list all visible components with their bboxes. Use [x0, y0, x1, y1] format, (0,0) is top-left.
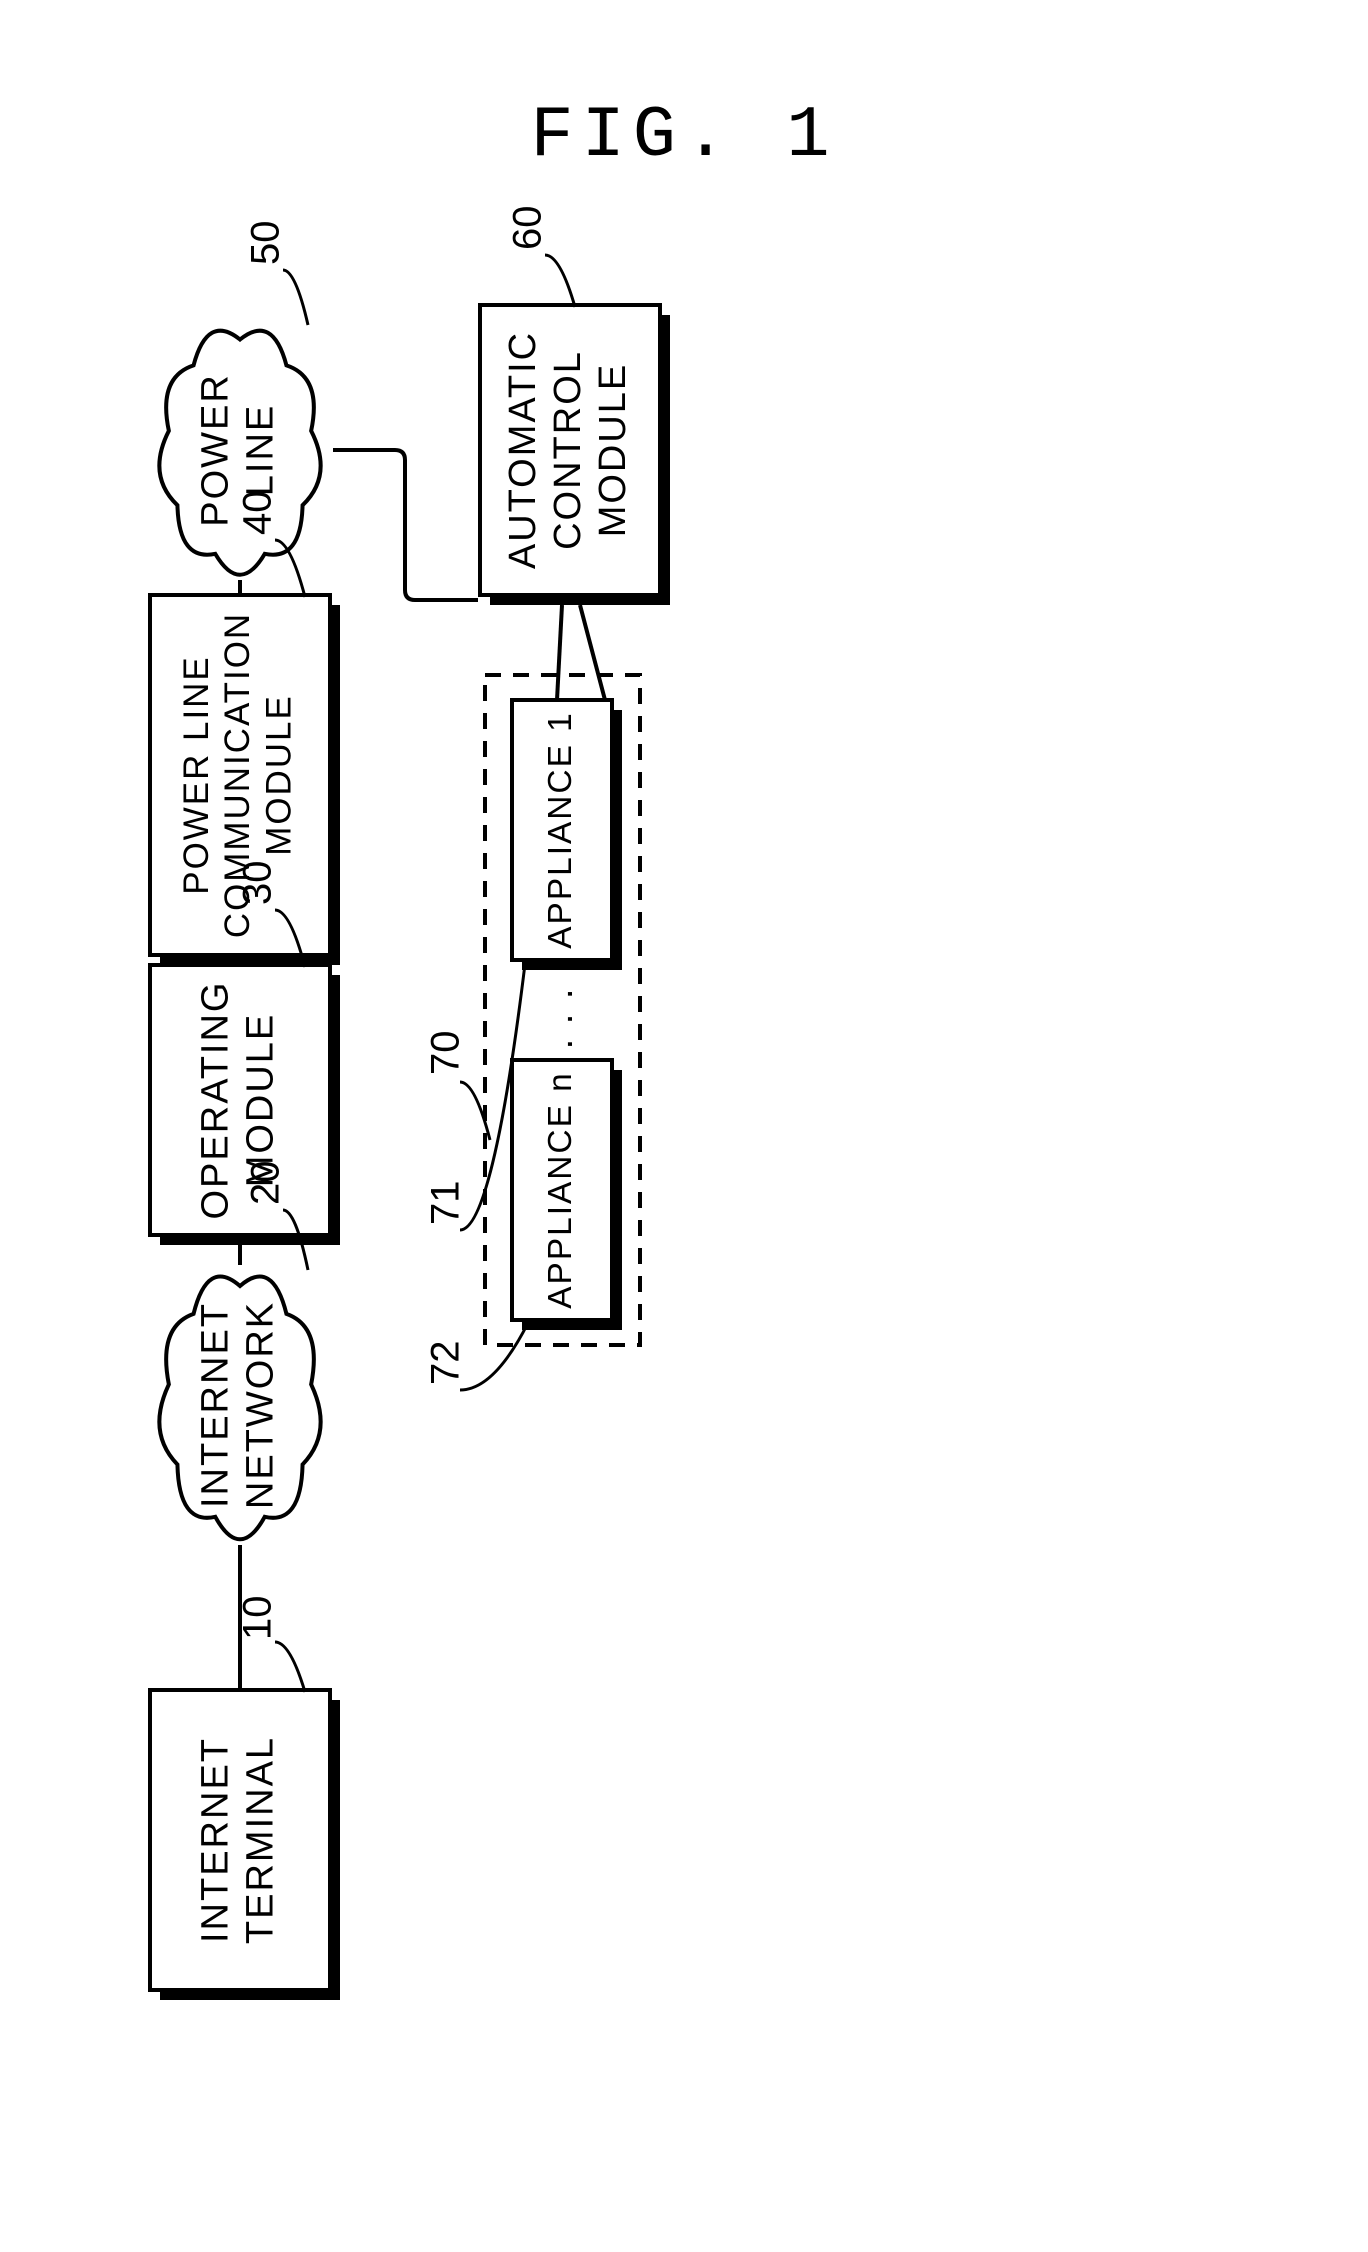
auto-control-box: AUTOMATICCONTROLMODULE — [480, 305, 670, 605]
svg-text:50: 50 — [244, 221, 288, 266]
ellipsis: . . . — [539, 987, 581, 1050]
appliance-n-box: APPLIANCE n — [512, 1060, 622, 1330]
svg-text:APPLIANCE n: APPLIANCE n — [542, 1071, 579, 1308]
svg-text:LINE: LINE — [239, 404, 281, 496]
svg-text:AUTOMATIC: AUTOMATIC — [502, 331, 544, 569]
svg-text:20: 20 — [244, 1161, 288, 1206]
svg-text:10: 10 — [236, 1596, 280, 1641]
svg-text:30: 30 — [236, 861, 280, 906]
svg-text:INTERNET: INTERNET — [195, 1302, 237, 1508]
svg-text:71: 71 — [424, 1181, 468, 1226]
svg-text:CONTROL: CONTROL — [547, 350, 589, 550]
svg-text:OPERATING: OPERATING — [195, 981, 237, 1220]
plc-module-box: POWER LINECOMMUNICATIONMODULE — [150, 595, 340, 965]
svg-text:72: 72 — [424, 1341, 468, 1386]
svg-text:MODULE: MODULE — [259, 694, 298, 856]
svg-text:TERMINAL: TERMINAL — [239, 1736, 281, 1944]
svg-text:60: 60 — [506, 206, 550, 251]
svg-text:NETWORK: NETWORK — [239, 1301, 281, 1509]
power-line-cloud: POWERLINE — [159, 331, 320, 575]
svg-text:MODULE: MODULE — [592, 363, 634, 538]
appliance-1-box: APPLIANCE 1 — [512, 700, 622, 970]
internet-terminal-box: INTERNETTERMINAL — [150, 1690, 340, 2000]
svg-text:70: 70 — [424, 1031, 468, 1076]
svg-text:APPLIANCE 1: APPLIANCE 1 — [542, 711, 579, 948]
diagram-svg: INTERNETTERMINALINTERNETNETWORKOPERATING… — [0, 0, 1368, 2252]
svg-text:POWER LINE: POWER LINE — [177, 655, 216, 894]
svg-text:40: 40 — [236, 491, 280, 536]
diagram-page: FIG. 1 INTERNETTERMINALINTERNETNETWORKOP… — [0, 0, 1368, 2252]
svg-text:INTERNET: INTERNET — [195, 1737, 237, 1943]
internet-network-cloud: INTERNETNETWORK — [159, 1276, 320, 1539]
svg-text:POWER: POWER — [195, 373, 237, 527]
